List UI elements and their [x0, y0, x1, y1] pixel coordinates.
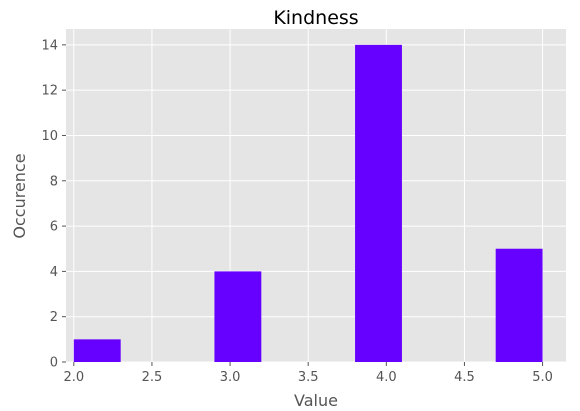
- y-tick-label: 8: [50, 174, 58, 189]
- y-tick-label: 2: [50, 310, 58, 325]
- x-tick-label: 4.5: [454, 370, 475, 385]
- x-axis-label: Value: [294, 391, 338, 410]
- histogram-bar: [355, 45, 402, 362]
- x-tick-label: 2.5: [142, 370, 163, 385]
- y-tick-label: 10: [41, 129, 58, 144]
- y-tick-label: 4: [50, 265, 58, 280]
- histogram-bar: [214, 271, 261, 362]
- histogram-bar: [74, 339, 121, 362]
- y-axis-ticks: 0 2 4 6 8 10 12 14: [41, 38, 66, 370]
- x-tick-label: 3.5: [298, 370, 319, 385]
- y-tick-label: 14: [41, 38, 58, 53]
- x-tick-label: 4.0: [376, 370, 397, 385]
- x-tick-label: 3.0: [220, 370, 241, 385]
- chart-title: Kindness: [273, 7, 358, 29]
- y-tick-label: 6: [50, 220, 58, 235]
- y-tick-label: 12: [41, 84, 58, 99]
- y-axis-label: Occurence: [10, 153, 29, 238]
- x-axis-ticks: 2.0 2.5 3.0 3.5 4.0 4.5 5.0: [63, 362, 552, 385]
- y-tick-label: 0: [50, 356, 58, 371]
- x-tick-label: 2.0: [63, 370, 84, 385]
- x-tick-label: 5.0: [532, 370, 553, 385]
- plot-area: [66, 29, 566, 362]
- histogram-bar: [496, 249, 543, 362]
